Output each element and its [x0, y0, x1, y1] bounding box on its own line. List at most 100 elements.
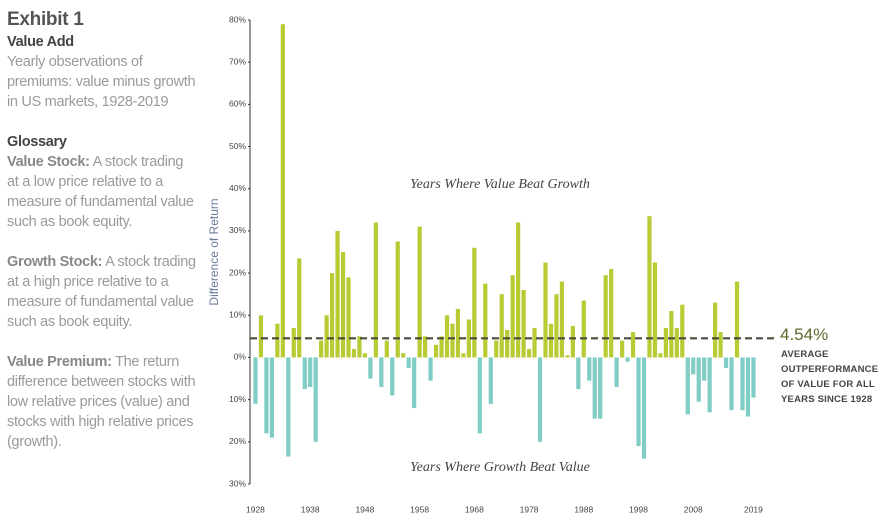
bar — [630, 332, 636, 358]
bar — [280, 24, 285, 358]
bar — [696, 357, 701, 402]
bar — [510, 275, 515, 358]
bar — [685, 357, 690, 415]
bar — [488, 357, 493, 404]
bar — [275, 323, 280, 358]
bar — [269, 357, 274, 438]
bar — [734, 281, 740, 358]
glossary-title: Glossary — [7, 134, 67, 150]
bar — [652, 262, 658, 358]
bar — [576, 357, 581, 390]
average-caption: YEARS SINCE 1928 — [781, 394, 872, 405]
heading: Value Add — [7, 34, 74, 50]
glossary-entry: Value Premium: The return difference bet… — [7, 352, 197, 452]
bar — [647, 216, 652, 358]
bar — [641, 357, 647, 459]
bar — [406, 357, 411, 368]
bar — [417, 226, 422, 358]
x-tick-label: 1968 — [465, 504, 484, 514]
x-tick-label: 2019 — [744, 504, 763, 514]
y-tick-label: 30% — [229, 478, 246, 488]
bar — [691, 357, 696, 375]
bar — [368, 357, 373, 379]
x-tick-label: 1928 — [246, 504, 265, 514]
bar — [598, 357, 603, 419]
bar — [505, 330, 510, 358]
glossary-entry: Value Stock: A stock trading at a low pr… — [7, 152, 197, 232]
glossary-definition: The return difference between stocks wit… — [7, 354, 196, 450]
bar — [723, 357, 729, 368]
bar — [521, 289, 526, 358]
y-tick-label: 40% — [229, 183, 246, 193]
bar — [477, 357, 482, 434]
bar — [526, 349, 532, 358]
bar — [450, 323, 455, 358]
bar — [335, 230, 340, 358]
bar — [329, 273, 335, 358]
bar — [390, 357, 395, 396]
bar — [291, 327, 296, 358]
bar — [625, 357, 630, 362]
bar — [346, 277, 351, 358]
bar — [324, 315, 329, 358]
y-tick-label: 70% — [229, 56, 246, 66]
bar — [351, 349, 357, 358]
bar — [718, 332, 723, 358]
glossary: Value Stock: A stock trading at a low pr… — [7, 152, 197, 452]
bar — [313, 357, 318, 442]
average-caption: AVERAGE — [781, 349, 829, 360]
x-tick-label: 1958 — [410, 504, 429, 514]
bar — [439, 336, 444, 358]
average-caption: OUTPERFORMANCE — [781, 364, 878, 375]
bar — [543, 262, 548, 358]
bar — [620, 340, 625, 358]
x-tick-label: 2008 — [684, 504, 703, 514]
bar — [614, 357, 619, 387]
bar — [253, 357, 258, 404]
x-tick-label: 1988 — [574, 504, 593, 514]
bar — [401, 353, 406, 358]
bar — [412, 357, 417, 409]
y-tick-label: 10% — [229, 310, 246, 320]
bar — [395, 241, 400, 358]
bar — [581, 300, 586, 358]
bar — [707, 357, 712, 413]
bar — [357, 336, 362, 358]
y-tick-label: 60% — [229, 99, 246, 109]
average-caption: OF VALUE FOR ALL — [781, 379, 875, 390]
x-tick-label: 1948 — [355, 504, 374, 514]
bar — [537, 357, 543, 442]
glossary-entry: Growth Stock: A stock trading at a high … — [7, 252, 197, 332]
bar — [444, 315, 450, 358]
bar — [373, 222, 378, 358]
bar — [286, 357, 291, 457]
bar — [423, 336, 428, 358]
bar — [680, 304, 685, 358]
y-tick-label: 30% — [229, 225, 246, 235]
bar — [455, 308, 461, 358]
bar — [362, 353, 368, 358]
bar — [428, 357, 433, 381]
x-tick-label: 1978 — [520, 504, 539, 514]
bar — [433, 344, 439, 358]
y-tick-label: 80% — [229, 14, 246, 24]
x-tick-label: 1998 — [629, 504, 648, 514]
y-tick-label: 20% — [229, 436, 246, 446]
bar — [636, 357, 641, 447]
bar — [669, 311, 674, 358]
bar — [663, 327, 668, 358]
bar — [592, 357, 597, 419]
bar — [494, 340, 499, 358]
annotation-below: Years Where Growth Beat Value — [410, 460, 590, 475]
y-tick-label: 50% — [229, 141, 246, 151]
bar — [461, 353, 466, 358]
bar — [729, 357, 734, 411]
bar — [548, 323, 554, 358]
bar — [264, 357, 269, 434]
y-axis-label: Difference of Return — [207, 198, 221, 305]
description: Yearly observations of premiums: value m… — [7, 54, 196, 110]
bar — [702, 357, 707, 381]
bar — [384, 340, 389, 358]
bar — [745, 357, 751, 417]
